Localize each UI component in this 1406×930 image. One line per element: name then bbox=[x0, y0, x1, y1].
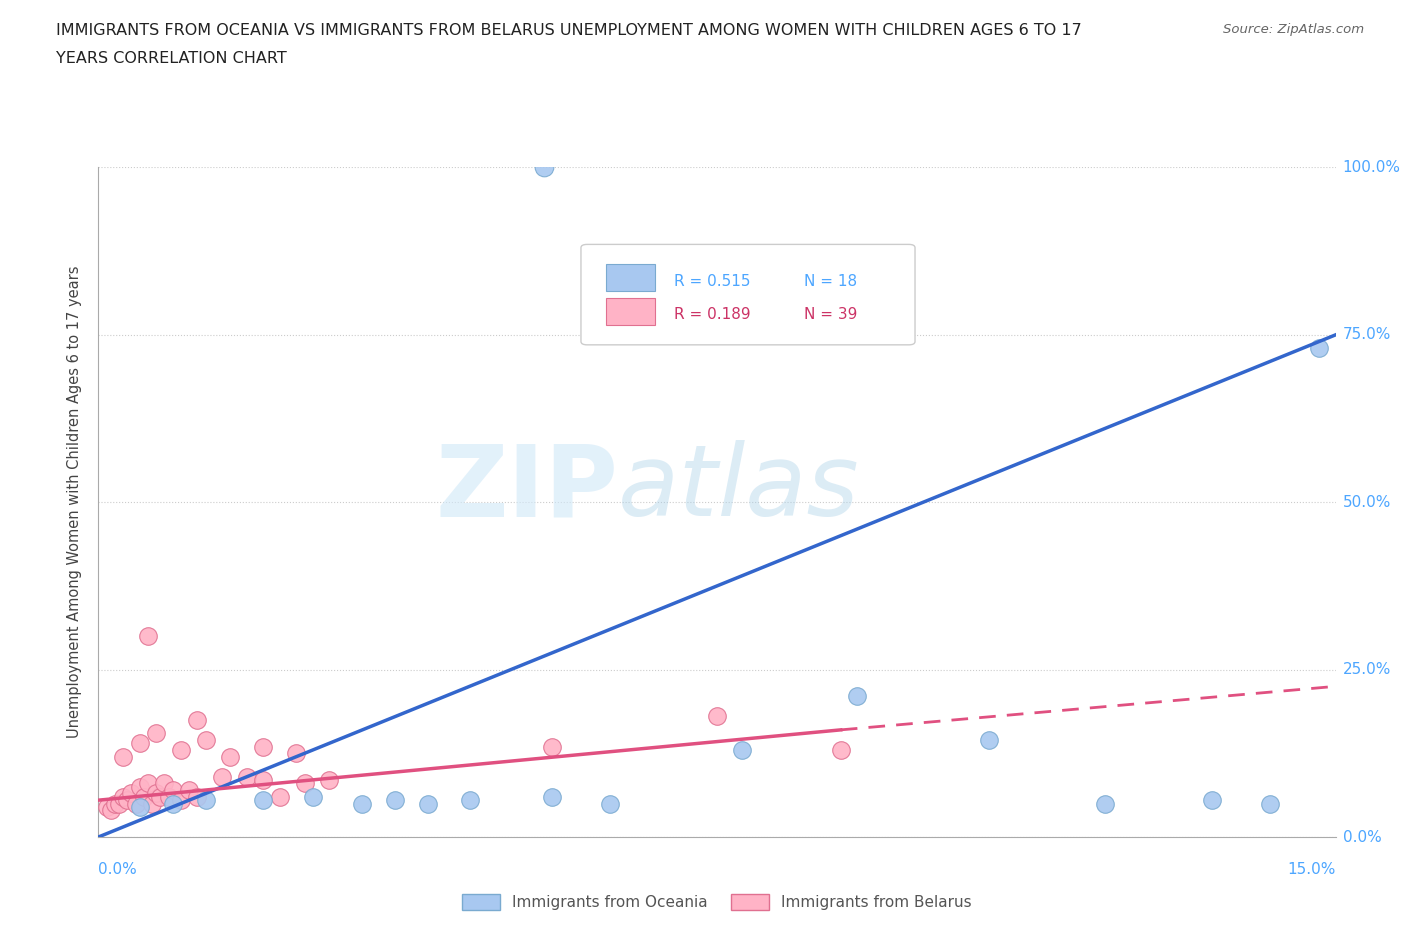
Point bbox=[533, 160, 555, 175]
Point bbox=[219, 750, 242, 764]
Point bbox=[384, 792, 406, 807]
Point bbox=[170, 742, 193, 757]
Point bbox=[302, 790, 325, 804]
Point bbox=[120, 786, 142, 801]
Point bbox=[128, 779, 150, 794]
Text: 0.0%: 0.0% bbox=[1343, 830, 1381, 844]
Point bbox=[186, 790, 208, 804]
Point bbox=[1201, 792, 1223, 807]
Point bbox=[979, 733, 1001, 748]
Text: R = 0.515: R = 0.515 bbox=[673, 273, 751, 288]
Point bbox=[162, 796, 184, 811]
Point bbox=[211, 769, 233, 784]
Point bbox=[252, 739, 274, 754]
Point bbox=[136, 776, 159, 790]
Text: 25.0%: 25.0% bbox=[1343, 662, 1391, 677]
Point bbox=[541, 790, 564, 804]
Point bbox=[285, 746, 308, 761]
Point bbox=[1258, 796, 1281, 811]
Point bbox=[458, 792, 481, 807]
Point bbox=[141, 796, 163, 811]
Point bbox=[294, 776, 316, 790]
Point bbox=[124, 796, 146, 811]
Text: N = 39: N = 39 bbox=[804, 307, 858, 322]
Legend: Immigrants from Oceania, Immigrants from Belarus: Immigrants from Oceania, Immigrants from… bbox=[456, 888, 979, 916]
Point bbox=[194, 792, 217, 807]
Point bbox=[136, 629, 159, 644]
Y-axis label: Unemployment Among Women with Children Ages 6 to 17 years: Unemployment Among Women with Children A… bbox=[67, 266, 83, 738]
FancyBboxPatch shape bbox=[581, 245, 915, 345]
Point bbox=[731, 742, 754, 757]
Point bbox=[132, 790, 155, 804]
Point bbox=[1308, 340, 1330, 355]
Point bbox=[157, 790, 180, 804]
Point bbox=[1094, 796, 1116, 811]
Text: Source: ZipAtlas.com: Source: ZipAtlas.com bbox=[1223, 23, 1364, 36]
Point bbox=[846, 689, 869, 704]
Text: 100.0%: 100.0% bbox=[1343, 160, 1400, 175]
Point bbox=[145, 725, 167, 740]
Point bbox=[599, 796, 621, 811]
Point bbox=[186, 712, 208, 727]
Point bbox=[318, 773, 340, 788]
Point bbox=[112, 750, 135, 764]
Bar bbox=[606, 298, 655, 325]
Point bbox=[117, 792, 139, 807]
Point bbox=[269, 790, 291, 804]
Point bbox=[541, 739, 564, 754]
Text: N = 18: N = 18 bbox=[804, 273, 856, 288]
Point bbox=[128, 800, 150, 815]
Point bbox=[352, 796, 374, 811]
Point bbox=[706, 709, 728, 724]
Point bbox=[108, 796, 131, 811]
Point bbox=[179, 783, 201, 798]
Point bbox=[96, 800, 118, 815]
Point bbox=[194, 733, 217, 748]
Bar bbox=[606, 264, 655, 291]
Point bbox=[104, 796, 127, 811]
Text: YEARS CORRELATION CHART: YEARS CORRELATION CHART bbox=[56, 51, 287, 66]
Point bbox=[170, 792, 193, 807]
Text: 50.0%: 50.0% bbox=[1343, 495, 1391, 510]
Text: ZIP: ZIP bbox=[436, 440, 619, 538]
Point bbox=[162, 783, 184, 798]
Point bbox=[252, 792, 274, 807]
Text: 15.0%: 15.0% bbox=[1288, 862, 1336, 877]
Point bbox=[112, 790, 135, 804]
Point bbox=[830, 742, 852, 757]
Point bbox=[145, 786, 167, 801]
Point bbox=[236, 769, 259, 784]
Text: atlas: atlas bbox=[619, 440, 859, 538]
Text: 0.0%: 0.0% bbox=[98, 862, 138, 877]
Point bbox=[153, 776, 176, 790]
Point bbox=[252, 773, 274, 788]
Point bbox=[149, 790, 172, 804]
Text: IMMIGRANTS FROM OCEANIA VS IMMIGRANTS FROM BELARUS UNEMPLOYMENT AMONG WOMEN WITH: IMMIGRANTS FROM OCEANIA VS IMMIGRANTS FR… bbox=[56, 23, 1083, 38]
Point bbox=[418, 796, 440, 811]
Text: 75.0%: 75.0% bbox=[1343, 327, 1391, 342]
Text: R = 0.189: R = 0.189 bbox=[673, 307, 751, 322]
Point bbox=[100, 803, 122, 817]
Point bbox=[128, 736, 150, 751]
